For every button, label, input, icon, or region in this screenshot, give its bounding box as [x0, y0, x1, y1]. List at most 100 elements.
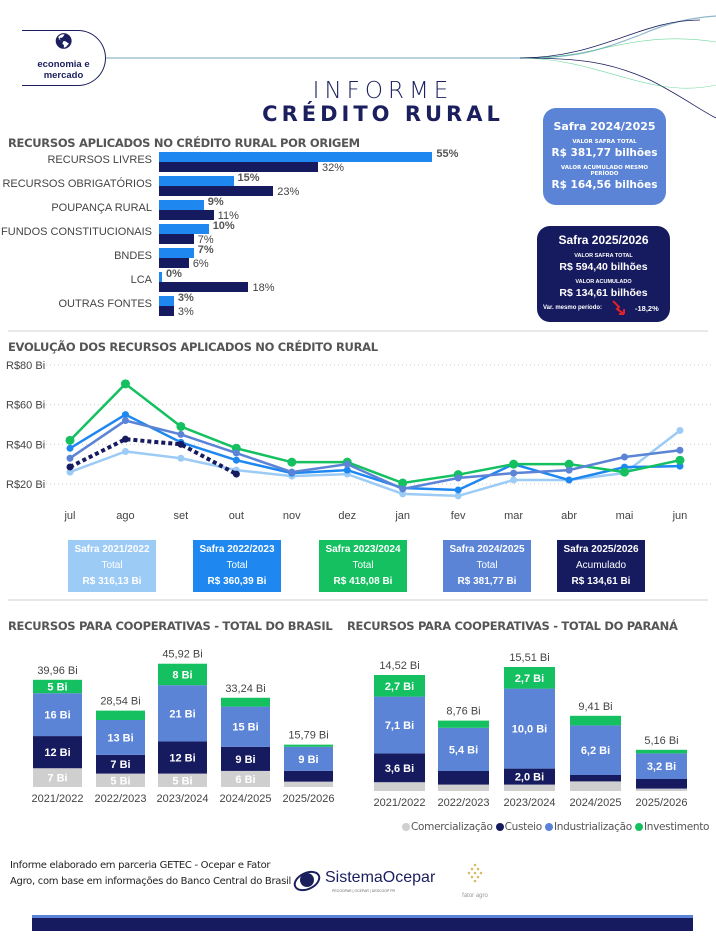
- legend-dot-icon: [495, 823, 504, 831]
- card-title: Safra 2024/2025: [553, 120, 656, 133]
- stacked-segment: [33, 693, 82, 737]
- legend-dot-icon: [634, 823, 643, 831]
- ocepar-emblem-icon: [293, 870, 321, 892]
- legend-label: Industrialização: [553, 821, 632, 833]
- series-line: [69, 382, 681, 485]
- x-tick-label: 2022/2023: [95, 793, 147, 805]
- data-point: [564, 459, 574, 469]
- logo-text: SistemaOcepar: [325, 869, 436, 886]
- bar: [159, 296, 174, 306]
- variation-value: -18,2%: [635, 304, 659, 313]
- x-tick-label: fev: [451, 510, 466, 522]
- data-point: [177, 430, 185, 438]
- legend-dot-icon: [402, 823, 410, 831]
- report-title-line2: CRÉDITO RURAL: [262, 102, 504, 126]
- logo-text: fator agro: [462, 893, 488, 899]
- x-tick-label: 2024/2025: [570, 797, 622, 809]
- logo-text: economia e mercado: [37, 59, 90, 81]
- coop-parana-chart: 3,6 Bi 7,1 Bi 2,7 Bi 14,52 Bi 2021/2022 5,4 B…: [374, 652, 688, 809]
- sistema-ocepar-logo: SistemaOcepar PECOOPAR | OCEPAR | DESCOO…: [292, 866, 436, 896]
- legend-name: Safra 2023/2024: [325, 544, 401, 555]
- stacked-segment: [284, 744, 333, 747]
- stacked-segment: [221, 706, 270, 747]
- bar-value-label: 0%: [166, 268, 182, 280]
- y-tick-label: R$40 Bi: [6, 439, 45, 451]
- segment-label: 3,6 Bi: [385, 763, 414, 775]
- data-point: [675, 455, 685, 465]
- legend-box: Safra 2024/2025 Total R$ 381,77 Bi: [443, 540, 531, 592]
- data-point: [565, 476, 573, 484]
- x-tick-label: out: [229, 510, 244, 522]
- legend-label: Total: [352, 560, 374, 571]
- stacked-segment: [504, 784, 555, 791]
- data-point: [65, 435, 75, 445]
- bar: [159, 282, 249, 292]
- segment-label: 2,0 Bi: [515, 772, 544, 784]
- data-point: [232, 449, 240, 457]
- y-tick-label: R$20 Bi: [6, 479, 45, 491]
- stacked-segment: [636, 779, 687, 789]
- x-tick-label: jul: [63, 510, 75, 522]
- bar-value-label: 3%: [177, 292, 194, 304]
- segment-label: 8 Bi: [172, 669, 192, 681]
- stacked-segment: [636, 749, 687, 754]
- coop-parana-title: RECURSOS PARA COOPERATIVAS - TOTAL DO PA…: [347, 619, 678, 633]
- y-tick-label: R$80 Bi: [6, 360, 45, 372]
- stacked-segment: [636, 753, 687, 779]
- legend-label: Acumulado: [575, 560, 627, 571]
- data-point: [66, 454, 74, 462]
- legend-value: R$ 134,61 Bi: [571, 576, 631, 587]
- legend-dot-icon: [544, 823, 553, 831]
- data-point: [121, 411, 129, 419]
- stacked-segment: [504, 667, 555, 689]
- legend-box: Safra 2023/2024 Total R$ 418,08 Bi: [319, 540, 407, 592]
- header-decoration-lines: [106, 15, 716, 119]
- bar: [159, 248, 194, 258]
- legend-item-industrializacao: Industrialização: [544, 821, 632, 833]
- bar-value-label: 23%: [277, 186, 300, 198]
- x-tick-label: 2025/2026: [283, 793, 335, 805]
- legend-value: R$ 418,08 Bi: [333, 576, 393, 587]
- stacked-segment: [504, 768, 555, 785]
- series-line: [69, 419, 681, 491]
- logo-subtext: PECOOPAR | OCEPAR | DESCOOP PR: [332, 889, 396, 893]
- x-tick-label: jun: [672, 510, 688, 522]
- data-point: [621, 453, 628, 461]
- trend-down-arrow-icon: [612, 300, 625, 315]
- stacked-segment: [158, 663, 207, 686]
- stacked-segment: [284, 770, 333, 782]
- segment-label: 5 Bi: [110, 775, 130, 787]
- x-tick-label: mai: [616, 510, 634, 522]
- legend-label: Total: [226, 560, 248, 571]
- segment-label: 15 Bi: [232, 722, 258, 734]
- data-point: [510, 469, 518, 477]
- stacked-segment: [284, 781, 333, 787]
- category-label: POUPANÇA RURAL: [51, 202, 152, 214]
- segment-label: 12 Bi: [44, 747, 70, 759]
- report-title-line1: INFORME: [312, 78, 454, 104]
- bar: [159, 186, 274, 196]
- data-point: [66, 463, 74, 471]
- data-point: [454, 474, 462, 482]
- legend-label: Total: [101, 560, 123, 571]
- data-point: [454, 486, 462, 494]
- stacked-segment: [96, 720, 145, 755]
- data-point: [620, 467, 629, 477]
- segment-label: 12 Bi: [169, 753, 195, 765]
- total-label: 39,96 Bi: [37, 665, 77, 677]
- variation-label: Var. mesmo período:: [543, 305, 603, 311]
- segment-label: 3,2 Bi: [647, 761, 676, 773]
- segment-label: 9 Bi: [235, 754, 255, 766]
- data-point: [121, 435, 129, 443]
- x-tick-label: 2021/2022: [374, 797, 426, 809]
- x-tick-label: 2024/2025: [220, 793, 272, 805]
- segment-label: 16 Bi: [44, 710, 70, 722]
- bar-value-label: 7%: [197, 234, 214, 246]
- x-tick-label: nov: [283, 510, 301, 522]
- card-title: Safra 2025/2026: [558, 233, 649, 247]
- stacked-segment: [284, 746, 333, 771]
- card-safra-2025-2026: Safra 2025/2026 VALOR SAFRA TOTAL R$ 594…: [537, 226, 670, 322]
- coop-legend: Comercialização Custeio Industrialização…: [402, 821, 709, 833]
- data-point: [176, 421, 186, 431]
- stacked-segment: [570, 715, 621, 726]
